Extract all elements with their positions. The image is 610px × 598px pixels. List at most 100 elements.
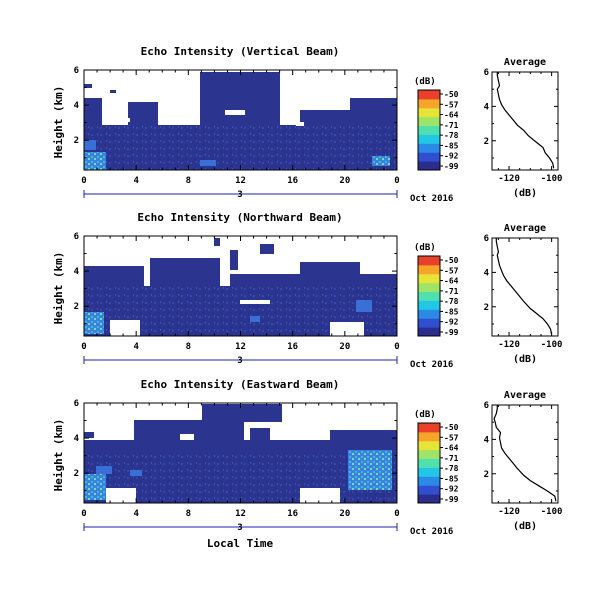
profile-y-tick-label: 6 [484, 401, 489, 411]
colorbar-tick-label: -92 [444, 152, 459, 161]
colorbar-swatch [418, 98, 440, 109]
colorbar-swatch [418, 485, 440, 495]
colorbar-swatch [418, 152, 440, 162]
x-tick-label: 12 [235, 176, 246, 186]
colorbar-swatch [418, 440, 440, 451]
colorbar-tick-label: -57 [444, 266, 459, 275]
profile-title: Average [504, 57, 546, 68]
profile-y-tick-label: 4 [484, 102, 490, 112]
colorbar-tick-label: -78 [444, 297, 459, 306]
colorbar-tick-label: -99 [444, 495, 459, 504]
colorbar: (dB) -50-57 -64-71-78-85 -92-99 [414, 243, 459, 337]
x-tick-label: 8 [186, 176, 191, 186]
month-label: Oct 2016 [410, 194, 453, 204]
x-tick-label: 0 [394, 176, 399, 186]
colorbar-swatch [418, 143, 440, 153]
y-axis: 2 4 6 [74, 399, 397, 492]
y-tick-label: 2 [74, 469, 79, 479]
date-axis: 3 Oct 2016 [83, 190, 453, 204]
colorbar-swatch [418, 458, 440, 468]
y-tick-label: 4 [74, 101, 80, 111]
colorbar: (dB) -50-57 -64-71-78-85 -92-99 [414, 410, 459, 504]
colorbar-unit: (dB) [414, 410, 436, 420]
colorbar-swatch [418, 494, 440, 504]
profile-x-tick-label: -120 [498, 340, 520, 350]
panel-eastward-beam: Echo Intensity (Eastward Beam) Height (k… [52, 378, 562, 550]
colorbar-unit: (dB) [414, 243, 436, 253]
chart-title: Echo Intensity (Eastward Beam) [141, 378, 340, 391]
colorbar-swatch [418, 431, 440, 442]
profile-y-tick-label: 4 [484, 435, 490, 445]
x-tick-label: 12 [235, 509, 246, 519]
colorbar-tick-label: -85 [444, 474, 459, 483]
date-axis: 3 Oct 2016 [83, 356, 453, 370]
profile-x-label: (dB) [513, 188, 537, 199]
x-tick-label: 8 [186, 342, 191, 352]
date-axis-label: 3 [237, 190, 242, 200]
y-tick-label: 6 [74, 399, 79, 409]
y-tick-label: 2 [74, 136, 79, 146]
colorbar-frame [417, 422, 441, 504]
profile-y-tick-label: 6 [484, 234, 489, 244]
colorbar-tick-label: -85 [444, 141, 459, 150]
y-tick-label: 6 [74, 66, 79, 76]
x-axis: 0 4 8 12 16 20 0 [81, 403, 400, 519]
colorbar-swatch [418, 282, 440, 293]
y-tick-label: 4 [74, 267, 80, 277]
echo-heatmap [84, 72, 397, 170]
colorbar-swatch [418, 264, 440, 275]
x-axis: 0 4 8 12 16 20 0 [81, 70, 400, 186]
average-profile: Average 2 4 6 -120 -100 (dB) [484, 57, 563, 199]
profile-y-tick-label: 2 [484, 470, 489, 480]
panel-northward-beam: Echo Intensity (Northward Beam) Height (… [52, 211, 562, 370]
x-axis: 0 4 8 12 16 20 0 [81, 236, 400, 352]
chart-title: Echo Intensity (Northward Beam) [137, 211, 342, 224]
date-axis-label: 3 [237, 356, 242, 366]
x-tick-label: 16 [287, 509, 298, 519]
x-tick-label: 20 [339, 342, 350, 352]
colorbar-tick-label: -92 [444, 485, 459, 494]
x-tick-label: 0 [81, 342, 86, 352]
colorbar-unit: (dB) [414, 77, 436, 87]
y-axis: 2 4 6 [74, 66, 397, 159]
colorbar-tick-label: -50 [444, 423, 459, 432]
date-axis: 3 Oct 2016 [83, 523, 453, 537]
colorbar-swatch [418, 107, 440, 118]
colorbar-swatch [418, 467, 440, 477]
colorbar-tick-label: -64 [444, 277, 459, 286]
x-tick-label: 12 [235, 342, 246, 352]
profile-x-label: (dB) [513, 521, 537, 532]
average-profile: Average 2 4 6 -120 -100 (dB) [484, 223, 563, 365]
profile-x-tick-label: -120 [498, 174, 520, 184]
colorbar-swatch [418, 291, 440, 301]
colorbar-tick-label: -92 [444, 318, 459, 327]
colorbar-swatch [418, 134, 440, 144]
y-tick-label: 6 [74, 232, 79, 242]
colorbar-tick-label: -64 [444, 444, 459, 453]
x-axis-label: Local Time [207, 537, 274, 550]
x-tick-label: 20 [339, 176, 350, 186]
colorbar-swatch [418, 476, 440, 486]
colorbar-swatch [418, 256, 440, 266]
profile-y-tick-label: 2 [484, 137, 489, 147]
colorbar-swatch [418, 327, 440, 337]
x-tick-label: 0 [394, 509, 399, 519]
colorbar: (dB) -50-57 -64-71-78-85 -92-99 [414, 77, 459, 171]
profile-y-tick-label: 2 [484, 303, 489, 313]
x-tick-label: 16 [287, 176, 298, 186]
colorbar-swatch [418, 309, 440, 319]
y-axis-label: Height (km) [52, 419, 65, 492]
colorbar-tick-label: -85 [444, 307, 459, 316]
chart-title: Echo Intensity (Vertical Beam) [141, 45, 340, 58]
colorbar-swatch [418, 116, 440, 127]
profile-title: Average [504, 390, 546, 401]
y-axis-label: Height (km) [52, 252, 65, 325]
colorbar-swatch [418, 161, 440, 171]
colorbar-tick-label: -71 [444, 454, 459, 463]
colorbar-swatch [418, 125, 440, 135]
profile-y-tick-label: 4 [484, 268, 490, 278]
colorbar-swatch [418, 449, 440, 460]
profile-x-tick-label: -100 [541, 340, 563, 350]
profile-x-tick-label: -100 [541, 174, 563, 184]
